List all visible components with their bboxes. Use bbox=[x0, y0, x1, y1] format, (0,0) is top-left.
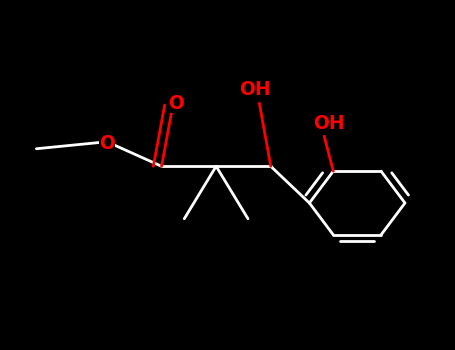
Text: O: O bbox=[169, 94, 184, 113]
Text: OH: OH bbox=[313, 114, 344, 133]
Text: O: O bbox=[99, 134, 115, 153]
Text: OH: OH bbox=[239, 80, 271, 99]
